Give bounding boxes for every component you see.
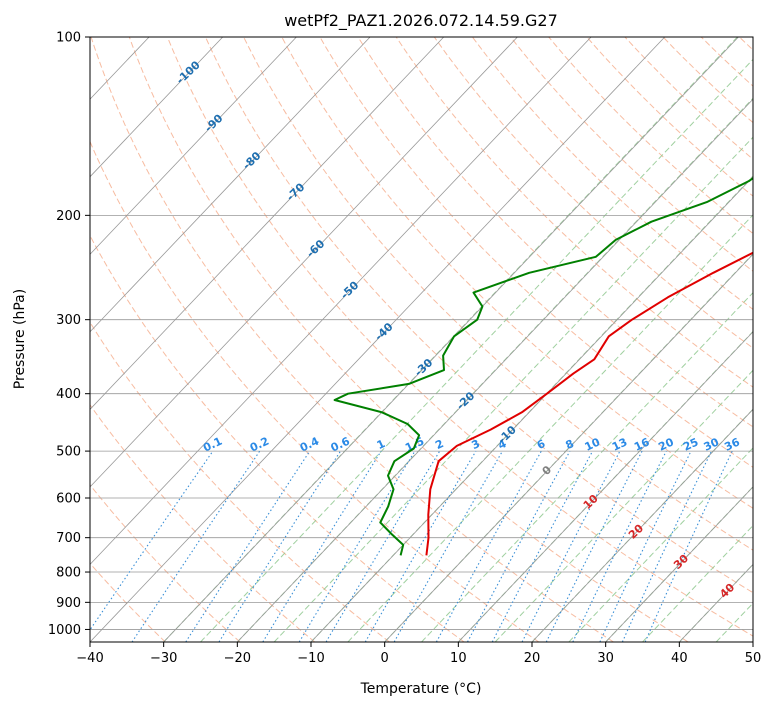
- plot-frame: [89, 36, 754, 643]
- moist-adiabat: [273, 136, 753, 642]
- isotherm: [458, 331, 753, 642]
- isotherm: [90, 37, 371, 333]
- mixing-ratio-label: 10: [583, 435, 603, 453]
- isotherm: [163, 37, 739, 642]
- y-tick-label: 100: [56, 31, 81, 46]
- moist-adiabat: [200, 58, 753, 642]
- mixing-ratio-line: [90, 450, 214, 631]
- isotherm: [605, 486, 753, 642]
- y-tick-label: 800: [56, 566, 81, 581]
- x-tick-label: 0: [381, 651, 389, 666]
- dry-adiabat: [90, 404, 316, 642]
- isotherm: [90, 37, 297, 255]
- y-tick-label: 500: [56, 445, 81, 460]
- mixing-ratio-line: [435, 450, 542, 642]
- moist-adiabat: [568, 447, 753, 642]
- isotherm: [90, 37, 592, 566]
- y-tick-label: 900: [56, 596, 81, 611]
- y-axis-label: Pressure (hPa): [12, 289, 28, 389]
- dewpoint-line: [333, 176, 753, 556]
- mixing-ratio-label: 20: [656, 435, 676, 453]
- mixing-ratio-line: [262, 450, 382, 642]
- y-tick-label: 1000: [48, 623, 81, 638]
- isotherm: [384, 253, 753, 642]
- dry-adiabat: [205, 37, 753, 594]
- y-tick-label: 300: [56, 313, 81, 328]
- moist-adiabat: [421, 291, 753, 642]
- x-tick-label: −30: [150, 651, 177, 666]
- x-tick-label: 30: [597, 651, 614, 666]
- isotherm: [310, 176, 753, 642]
- mixing-ratio-line: [545, 450, 643, 642]
- pressure-gridlines: [90, 37, 753, 630]
- dry-adiabat: [90, 234, 465, 642]
- mixing-ratio-line: [298, 450, 416, 642]
- x-tick-label: −20: [224, 651, 251, 666]
- dry-adiabat: [395, 37, 753, 388]
- y-tick-label: 600: [56, 492, 81, 507]
- x-tick-label: 10: [450, 651, 467, 666]
- isotherm: [90, 37, 445, 410]
- x-tick-label: 40: [671, 651, 688, 666]
- mixing-ratio-label: 13: [610, 435, 629, 453]
- isotherm: [531, 408, 753, 642]
- mixing-ratio-line: [644, 450, 733, 642]
- isotherm: [90, 37, 224, 178]
- temperature-line: [425, 251, 753, 556]
- x-tick-label: 50: [745, 651, 762, 666]
- x-tick-label: 20: [524, 651, 541, 666]
- mixing-ratio-label: 36: [722, 435, 742, 453]
- dry-adiabat: [319, 37, 753, 468]
- isotherms: [90, 37, 753, 642]
- x-axis-ticks: −40 −30 −20 −10 0 10 20 30 40 50: [76, 642, 761, 666]
- moist-adiabat: [347, 214, 753, 642]
- dry-adiabat: [90, 321, 390, 642]
- dry-adiabat: [90, 140, 540, 642]
- dry-adiabat: [586, 37, 753, 197]
- mixing-ratio-line: [131, 450, 261, 642]
- dry-adiabat: [166, 37, 753, 637]
- dry-adiabat: [128, 37, 689, 642]
- dry-adiabat: [624, 37, 753, 160]
- mixing-ratio-label: 25: [681, 435, 700, 453]
- y-axis-ticks: 100 200 300 400 500 600 700 800 900 1000: [48, 31, 90, 638]
- isotherm: [237, 98, 753, 642]
- dry-adiabat: [90, 37, 614, 642]
- profile-lines: [333, 176, 753, 556]
- isotherm: [90, 37, 666, 642]
- plot-area: 0.1 0.2 0.4 0.6 1 1.5 2 3 4 6 8 10 13 16 20 25 30 36-100-…: [90, 37, 753, 642]
- mixing-ratio-line: [572, 450, 667, 642]
- mixing-ratio-line: [185, 450, 311, 642]
- y-tick-label: 700: [56, 531, 81, 546]
- dry-adiabat: [472, 37, 753, 310]
- isotherm: [90, 37, 518, 488]
- mixing-ratio-line: [218, 450, 341, 642]
- x-tick-label: −10: [297, 651, 324, 666]
- y-tick-label: 400: [56, 387, 81, 402]
- x-tick-label: −40: [76, 651, 103, 666]
- x-axis-label: Temperature (°C): [360, 681, 482, 697]
- chart-title: wetPf2_PAZ1.2026.072.14.59.G27: [284, 11, 558, 31]
- mixing-ratio-label: 30: [702, 435, 722, 453]
- y-tick-label: 200: [56, 209, 81, 224]
- mixing-ratio-line: [393, 450, 503, 642]
- dry-adiabat: [433, 37, 753, 349]
- mixing-ratio-line: [467, 450, 571, 642]
- mixing-ratio-label: 16: [632, 435, 652, 453]
- mixing-ratio-lines: [90, 450, 733, 642]
- dry-adiabat: [281, 37, 753, 509]
- moist-adiabat: [494, 369, 753, 642]
- dry-adiabat: [510, 37, 753, 272]
- moist-adiabat: [642, 524, 753, 642]
